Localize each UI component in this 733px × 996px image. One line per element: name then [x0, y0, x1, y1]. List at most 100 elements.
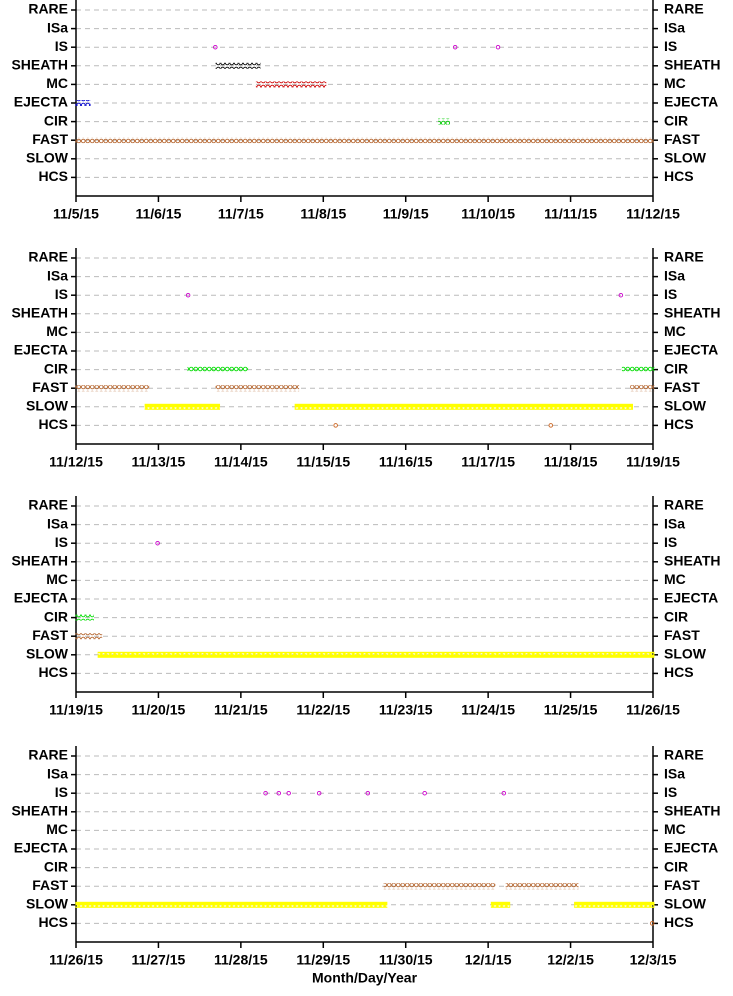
event-marker — [213, 44, 218, 50]
event-run — [75, 901, 388, 908]
x-tick-label: 11/19/15 — [626, 454, 680, 470]
x-tick-label: 11/6/15 — [135, 206, 181, 222]
y-tick-label-right: ISa — [664, 267, 685, 283]
y-tick-label-right: RARE — [664, 249, 704, 265]
x-tick-label: 11/9/15 — [383, 206, 429, 222]
y-tick-label-right: IS — [664, 286, 677, 302]
y-tick-label: SLOW — [26, 150, 69, 166]
y-tick-label-right: RARE — [664, 497, 704, 513]
y-tick-label: SHEATH — [11, 803, 68, 819]
event-run — [75, 633, 103, 640]
y-tick-label: FAST — [32, 627, 68, 643]
y-tick-label: FAST — [32, 131, 68, 147]
x-tick-label: 11/10/15 — [461, 206, 515, 222]
event-marker — [155, 540, 160, 546]
x-tick-label: 11/19/15 — [49, 702, 103, 718]
x-tick-label: 12/1/15 — [465, 952, 512, 968]
y-tick-label-right: CIR — [664, 608, 688, 624]
x-tick-label: 11/29/15 — [296, 952, 350, 968]
y-tick-label-right: SLOW — [664, 896, 707, 912]
event-run — [438, 118, 451, 125]
event-marker — [185, 292, 191, 298]
event-marker — [548, 423, 554, 428]
y-tick-label-right: FAST — [664, 131, 700, 147]
x-tick-label: 11/13/15 — [132, 454, 186, 470]
event-run — [255, 81, 327, 88]
y-tick-label: RARE — [28, 747, 68, 763]
y-tick-label: EJECTA — [14, 840, 68, 856]
y-tick-label: SLOW — [26, 896, 69, 912]
y-tick-label-right: MC — [664, 323, 686, 339]
x-tick-label: 11/25/15 — [544, 702, 598, 718]
event-marker — [333, 423, 338, 428]
y-tick-label: MC — [46, 821, 68, 837]
y-tick-label: IS — [55, 38, 68, 54]
x-tick-label: 11/12/15 — [49, 454, 103, 470]
y-tick-label: EJECTA — [14, 590, 68, 606]
x-tick-label: 11/21/15 — [214, 702, 268, 718]
x-tick-label: 11/7/15 — [218, 206, 264, 222]
y-tick-label-right: HCS — [664, 664, 694, 680]
event-marker — [649, 921, 655, 926]
event-marker — [263, 790, 268, 796]
event-marker — [365, 790, 371, 796]
event-marker — [495, 44, 501, 50]
y-tick-label: IS — [55, 286, 68, 302]
y-tick-label-right: ISa — [664, 765, 685, 781]
x-tick-label: 11/11/15 — [544, 206, 597, 222]
event-run — [574, 901, 655, 908]
y-tick-label-right: FAST — [664, 627, 700, 643]
y-tick-label-right: IS — [664, 784, 677, 800]
y-tick-label: MC — [46, 75, 68, 91]
y-tick-label-right: FAST — [664, 877, 700, 893]
y-tick-label-right: MC — [664, 75, 686, 91]
x-tick-label: 11/5/15 — [53, 206, 99, 222]
x-tick-label: 12/2/15 — [547, 952, 594, 968]
y-tick-label-right: CIR — [664, 858, 688, 874]
y-tick-label-right: SLOW — [664, 398, 707, 414]
event-run — [294, 403, 633, 410]
x-tick-label: 11/22/15 — [296, 702, 350, 718]
x-tick-label: 11/17/15 — [461, 454, 515, 470]
y-tick-label: MC — [46, 571, 68, 587]
event-run — [490, 901, 511, 908]
y-tick-label-right: SHEATH — [664, 57, 721, 73]
y-tick-label: FAST — [32, 379, 68, 395]
event-run — [505, 883, 579, 890]
y-tick-label-right: SHEATH — [664, 553, 721, 569]
x-tick-label: 11/12/15 — [626, 206, 680, 222]
y-tick-label-right: MC — [664, 571, 686, 587]
y-tick-label-right: EJECTA — [664, 840, 718, 856]
y-tick-label: IS — [55, 784, 68, 800]
y-tick-label: HCS — [38, 416, 68, 432]
event-marker — [501, 790, 507, 796]
x-tick-label: 11/28/15 — [214, 952, 268, 968]
x-tick-label: 11/23/15 — [379, 702, 433, 718]
y-tick-label: RARE — [28, 249, 68, 265]
y-tick-label: SHEATH — [11, 305, 68, 321]
event-run — [187, 366, 249, 373]
event-marker — [422, 790, 427, 796]
y-tick-label: SHEATH — [11, 553, 68, 569]
y-tick-label: HCS — [38, 168, 68, 184]
x-tick-label: 11/8/15 — [300, 206, 346, 222]
y-tick-label-right: EJECTA — [664, 94, 718, 110]
event-run — [75, 137, 654, 144]
event-run — [97, 651, 655, 658]
y-tick-label-right: RARE — [664, 747, 704, 763]
y-tick-label-right: ISa — [664, 515, 685, 531]
y-tick-label: ISa — [47, 765, 68, 781]
x-tick-label: 11/24/15 — [461, 702, 515, 718]
y-tick-label: HCS — [38, 914, 68, 930]
y-tick-label-right: IS — [664, 534, 677, 550]
y-tick-label-right: HCS — [664, 914, 694, 930]
y-tick-label: CIR — [44, 360, 68, 376]
event-run — [75, 385, 150, 392]
y-tick-label: FAST — [32, 877, 68, 893]
y-tick-label: ISa — [47, 19, 68, 35]
x-tick-label: 11/16/15 — [379, 454, 433, 470]
y-tick-label: HCS — [38, 664, 68, 680]
event-run — [621, 366, 655, 373]
event-marker — [286, 790, 291, 796]
